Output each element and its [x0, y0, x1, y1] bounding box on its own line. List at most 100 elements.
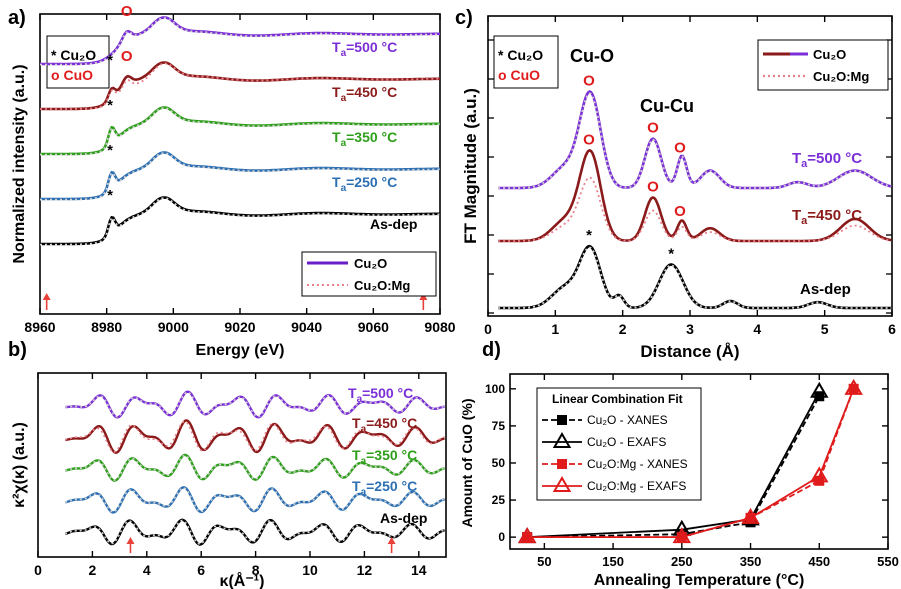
panel-a-species-legend-star: * Cu₂O	[51, 47, 96, 63]
panel-d-xlabel: Annealing Temperature (°C)	[594, 572, 805, 589]
panel-c-species-legend-o: o CuO	[498, 67, 540, 83]
panel-a-curve-mg-ta350	[40, 107, 440, 156]
x-tick-label: 6	[197, 562, 205, 578]
panel-c: c) 0 1 2 3 4 5 6 Distance (Å) FT Magnitude (a.…	[455, 7, 896, 361]
y-tick-label: 100	[485, 382, 505, 396]
panel-a-xticks: 8960 8980 9000 9020 9040 9060 9080	[24, 14, 456, 335]
panel-a-legend-cu2omg: Cu₂O:Mg	[354, 278, 410, 293]
panel-d-series-line-3	[527, 388, 855, 538]
panel-d-series-line-1	[527, 391, 821, 538]
panel-a-peak-marker: O	[121, 3, 133, 20]
panel-a-label-ta350: Ta=350 °C	[332, 129, 397, 149]
panel-a-label-ta250: Ta=250 °C	[332, 174, 397, 194]
panel-a-peak-marker: *	[107, 187, 113, 204]
panel-a-peak-marker: O	[121, 48, 133, 65]
panel-b-label-ta350: Ta=350 °C	[352, 447, 417, 467]
panel-c-species-legend-star: * Cu₂O	[498, 47, 543, 63]
panel-d-series	[517, 378, 863, 544]
x-tick-label: 9040	[291, 319, 322, 335]
panel-c-curve-mg-ta500	[498, 92, 892, 189]
y-tick-label: 25	[492, 493, 506, 507]
panel-d-point-3	[517, 527, 537, 544]
panel-a-ylabel: Normalized intensity (a.u.)	[11, 64, 28, 263]
panel-d-point-3	[844, 378, 863, 395]
panel-a-label: a)	[8, 7, 26, 29]
panel-a-legend-cu2o: Cu₂O	[354, 256, 387, 271]
x-tick-label: 8980	[91, 319, 122, 335]
x-tick-label: 6	[888, 321, 896, 337]
panel-d-point-2	[522, 532, 533, 543]
x-tick-label: 0	[484, 321, 492, 337]
panel-c-peak-marker: O	[647, 179, 659, 196]
panel-a-curve-mg-ta250	[40, 152, 440, 201]
x-tick-label: 50	[537, 554, 551, 569]
x-tick-label: 5	[821, 321, 829, 337]
panel-b-curve-mg-ta250	[64, 487, 445, 513]
x-tick-label: 8	[252, 562, 260, 578]
panel-d-ylabel: Amount of CuO (%)	[459, 398, 475, 527]
panel-c-peak-marker: O	[583, 73, 595, 90]
x-tick-label: 12	[357, 562, 373, 578]
panel-a-line-legend	[301, 251, 437, 297]
panel-b-curve-mg-ta350	[65, 454, 445, 481]
panel-b-xticks: 0 2 4 6 8 10 12 14	[34, 373, 427, 578]
x-tick-label: 9000	[158, 319, 189, 335]
panel-a-curve-ta500	[40, 16, 440, 66]
panel-d-point-3	[672, 527, 692, 544]
x-tick-label: 2	[619, 321, 627, 337]
panel-c-species-cuo: CuO	[510, 67, 540, 83]
x-tick-label: 250	[671, 554, 693, 569]
panel-b-ylabel: κ²χ(κ) (a.u.)	[11, 422, 28, 508]
x-tick-label: 2	[89, 562, 97, 578]
panel-c-species-cu2o: Cu₂O	[507, 47, 543, 63]
panel-b-label-ta500: Ta=500 °C	[348, 385, 413, 405]
panel-c-label-asdep: As-dep	[800, 281, 851, 298]
x-tick-label: 4	[753, 321, 761, 337]
panel-b-arrow-head	[387, 537, 396, 544]
panel-c-line-legend	[757, 39, 889, 91]
panel-b-label-ta250: Ta=250 °C	[352, 478, 417, 498]
y-tick-label: 0	[498, 530, 505, 544]
panel-c-label-ta500: Ta=500 °C	[792, 150, 862, 170]
y-tick-label: 50	[492, 456, 506, 470]
panel-a-peak-marker: *	[107, 142, 113, 159]
panel-b-curve-mg-asdep	[64, 519, 445, 545]
panel-c-species-legend	[493, 35, 559, 89]
panel-a-label-ta500: Ta=500 °C	[332, 39, 397, 59]
panel-a-label-ta450: Ta=450 °C	[332, 84, 397, 104]
x-tick-label: 450	[808, 554, 830, 569]
panel-d-legend-marker-3	[552, 475, 572, 492]
panel-d: d) 50 150 250 350 450 550 0 25 50 75 100 Annealing…	[459, 339, 899, 589]
x-tick-label: 150	[602, 554, 624, 569]
x-tick-label: 350	[740, 554, 762, 569]
panel-c-peak-marker: O	[674, 140, 686, 157]
panel-d-legend-title: Linear Combination Fit	[552, 392, 683, 406]
panel-a-species-cu2o: Cu₂O	[60, 47, 96, 63]
panel-c-label-ta450: Ta=450 °C	[792, 207, 862, 227]
panel-d-point-1	[810, 381, 829, 398]
x-tick-label: 14	[411, 562, 427, 578]
panel-d-ticks: 50 150 250 350 450 550 0 25 50 75 100	[485, 374, 899, 569]
panel-a-peak-marker: *	[107, 97, 113, 114]
panel-a: a) 8960 8980 9000 9020 9040 9060 9080 Energy (…	[8, 3, 456, 359]
panel-c-peak-marker: O	[674, 203, 686, 220]
panel-c-xlabel: Distance (Å)	[640, 342, 739, 361]
x-tick-label: 0	[34, 562, 42, 578]
panel-a-curves: O * O * * *	[40, 3, 440, 310]
panel-c-peak-marker: *	[668, 246, 674, 263]
panel-a-xlabel: Energy (eV)	[196, 342, 285, 359]
panel-c-legend-cu2omg: Cu₂O:Mg	[813, 69, 869, 84]
panel-c-legend-cu2o: Cu₂O	[813, 47, 846, 62]
panel-b-label-asdep: As-dep	[380, 510, 427, 526]
panel-c-peak-marker: O	[647, 120, 659, 137]
x-tick-label: 9080	[424, 319, 455, 335]
x-tick-label: 3	[686, 321, 694, 337]
x-tick-label: 9060	[358, 319, 389, 335]
panel-b-curves	[64, 390, 445, 553]
panel-d-legend-label-2: Cu₂O:Mg - XANES	[587, 457, 688, 471]
panel-d-legend-label-0: Cu₂O - XANES	[587, 413, 668, 427]
panel-c-annotation-cuo: Cu-O	[570, 46, 614, 66]
panel-b-arrow-head	[126, 537, 135, 544]
panel-d-legend-marker-0	[557, 415, 567, 425]
